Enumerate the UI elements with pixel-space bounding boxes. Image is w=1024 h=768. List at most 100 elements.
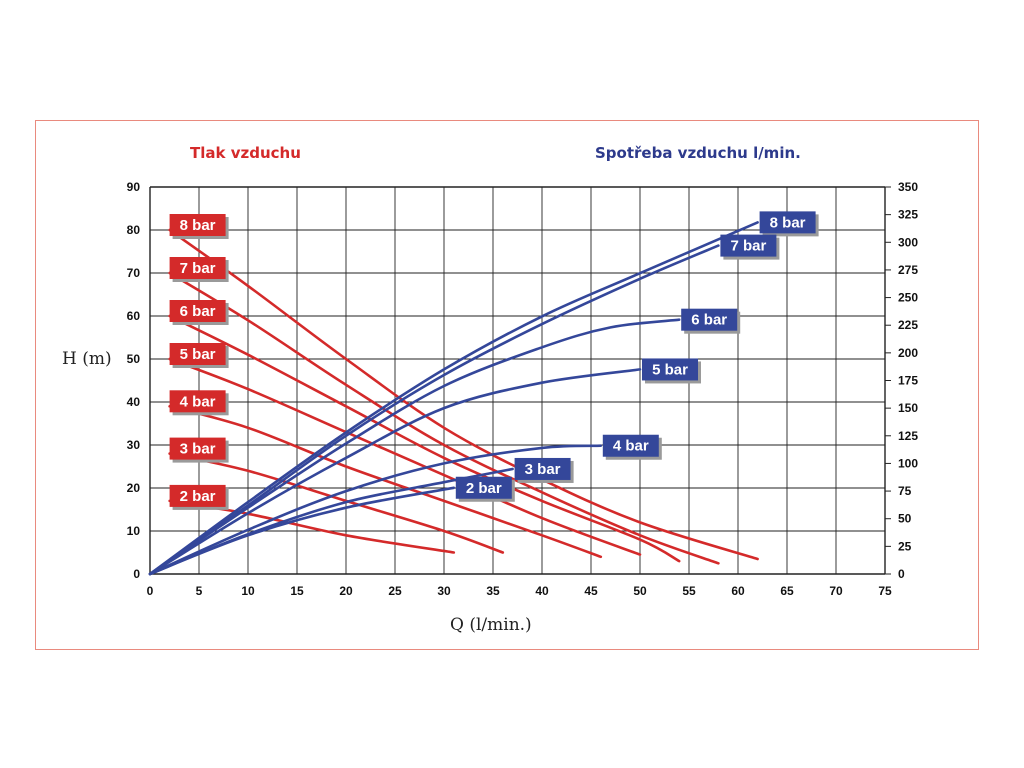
y2-tick-label: 350 xyxy=(898,180,918,194)
series-label: 8 bar xyxy=(169,214,229,239)
y-tick-label: 90 xyxy=(127,180,141,194)
y2-tick-label: 275 xyxy=(898,263,918,277)
series-label-box xyxy=(759,211,816,234)
air-curve xyxy=(148,486,456,576)
series-label: 4 bar xyxy=(169,390,229,416)
head-curves xyxy=(168,228,759,565)
series-label-box xyxy=(681,308,738,331)
series-label: 6 bar xyxy=(169,300,229,325)
x-tick-label: 10 xyxy=(241,584,255,598)
x-tick-label: 60 xyxy=(731,584,745,598)
series-label-text: 8 bar xyxy=(180,217,216,234)
axis-ticks: 0 5 10 15 20 25 30 35 40 45 50 55 60 65 70 75 0 10 20 30 40 5… xyxy=(127,180,919,598)
x-tick-label: 65 xyxy=(780,584,794,598)
x-tick-label: 75 xyxy=(878,584,892,598)
chart-frame xyxy=(35,120,979,650)
x-axis-label: Q (l/min.) xyxy=(450,615,532,635)
series-label: 2 bar xyxy=(169,484,229,510)
y2-tick-label: 75 xyxy=(898,484,912,498)
series-label-box xyxy=(455,476,512,499)
head-curve xyxy=(168,314,681,563)
air-curve xyxy=(148,368,642,576)
series-label-box xyxy=(720,234,777,257)
y-tick-label: 60 xyxy=(127,309,141,323)
air-curve xyxy=(148,444,603,576)
series-label: 7 bar xyxy=(169,257,229,282)
head-curve xyxy=(168,271,720,565)
series-label-box xyxy=(169,437,226,460)
x-tick-label: 70 xyxy=(829,584,843,598)
y2-tick-label: 0 xyxy=(898,567,905,581)
y2-tick-label: 325 xyxy=(898,208,918,222)
series-label-text: 2 bar xyxy=(180,488,216,505)
y2-tick-label: 25 xyxy=(898,539,912,553)
x-tick-label: 0 xyxy=(147,584,154,598)
series-label: 6 bar xyxy=(681,308,741,334)
series-label-text: 6 bar xyxy=(180,303,216,320)
x-tick-label: 50 xyxy=(633,584,647,598)
series-label: 4 bar xyxy=(602,434,662,460)
right-chart-title: Spotřeba vzduchu l/min. xyxy=(595,144,801,162)
x-tick-label: 25 xyxy=(388,584,402,598)
y-tick-label: 10 xyxy=(127,524,141,538)
series-label-box xyxy=(169,343,226,365)
series-label-text: 5 bar xyxy=(180,346,216,363)
air-curve xyxy=(148,318,681,576)
series-label: 5 bar xyxy=(169,343,229,368)
series-label-box xyxy=(169,484,226,507)
x-tick-label: 15 xyxy=(290,584,304,598)
y2-tick-label: 200 xyxy=(898,346,918,360)
x-tick-label: 20 xyxy=(339,584,353,598)
series-label-box xyxy=(602,434,659,457)
series-label-text: 5 bar xyxy=(652,361,688,378)
series-label-text: 3 bar xyxy=(525,461,561,478)
head-curve xyxy=(168,405,603,559)
y2-tick-label: 300 xyxy=(898,235,918,249)
air-curve xyxy=(148,221,759,576)
x-tick-label: 40 xyxy=(535,584,549,598)
series-label: 3 bar xyxy=(514,457,574,483)
head-curve xyxy=(168,357,642,556)
y2-tick-label: 100 xyxy=(898,456,918,470)
series-label-box xyxy=(514,457,571,480)
x-tick-label: 5 xyxy=(196,584,203,598)
y2-tick-label: 125 xyxy=(898,429,918,443)
series-label-text: 7 bar xyxy=(180,260,216,277)
y2-tick-label: 150 xyxy=(898,401,918,415)
y-tick-label: 30 xyxy=(127,438,141,452)
series-label-box xyxy=(169,214,226,236)
series-label-text: 2 bar xyxy=(466,480,502,497)
series-label-text: 8 bar xyxy=(770,214,806,231)
y-tick-label: 20 xyxy=(127,481,141,495)
series-label: 2 bar xyxy=(455,476,515,502)
left-chart-title: Tlak vzduchu xyxy=(190,144,301,162)
series-label-text: 3 bar xyxy=(180,441,216,458)
series-label-text: 4 bar xyxy=(180,393,216,410)
series-label-text: 7 bar xyxy=(730,238,766,255)
y2-tick-label: 50 xyxy=(898,512,912,526)
series-label: 3 bar xyxy=(169,437,229,463)
series-label-box xyxy=(642,358,698,381)
y-tick-label: 0 xyxy=(133,567,140,581)
series-label-text: 6 bar xyxy=(691,312,727,329)
y2-tick-label: 250 xyxy=(898,291,918,305)
series-label: 8 bar xyxy=(759,211,819,237)
series-label: 7 bar xyxy=(720,234,780,260)
y-tick-label: 80 xyxy=(127,223,141,237)
y-axis-label: H (m) xyxy=(62,349,112,369)
series-label-box xyxy=(169,390,226,413)
x-tick-label: 35 xyxy=(486,584,500,598)
x-tick-label: 30 xyxy=(437,584,451,598)
air-curve xyxy=(148,244,720,576)
series-label-text: 4 bar xyxy=(613,438,649,455)
air-consumption-curves xyxy=(148,221,759,576)
x-tick-label: 55 xyxy=(682,584,696,598)
y-tick-label: 50 xyxy=(127,352,141,366)
y2-tick-label: 175 xyxy=(898,374,918,388)
series-label: 5 bar xyxy=(642,358,701,384)
head-curve xyxy=(168,228,759,561)
y-tick-label: 40 xyxy=(127,395,141,409)
y2-tick-label: 225 xyxy=(898,318,918,332)
